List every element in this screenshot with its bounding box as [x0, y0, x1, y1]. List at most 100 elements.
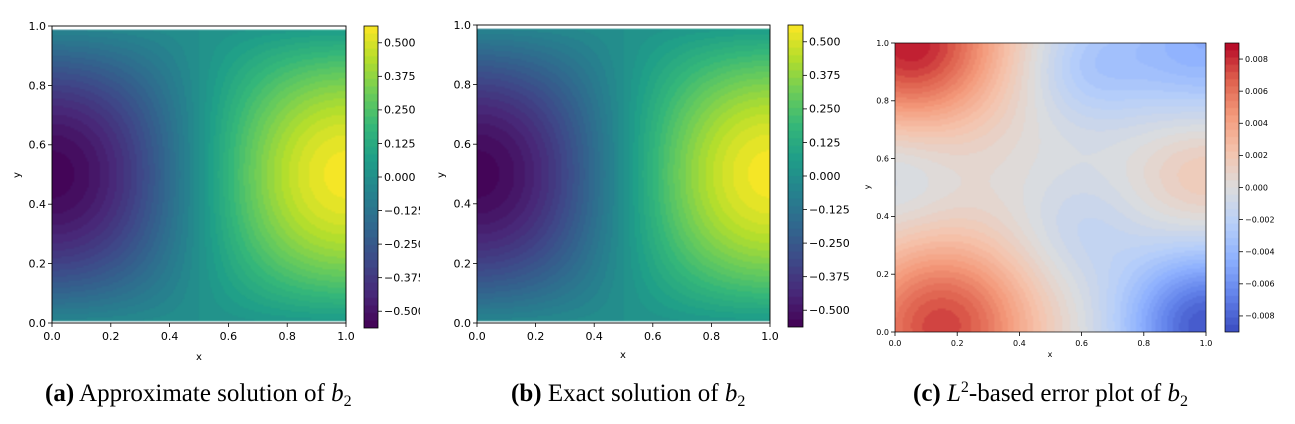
colorbar-tick-label: 0.004 — [1245, 119, 1268, 128]
colorbar-tick-label: 0.006 — [1245, 87, 1268, 96]
x-tick-label: 0.4 — [161, 330, 179, 343]
caption-c-var: b — [1167, 380, 1180, 407]
chart-b-xlabel: x — [620, 350, 626, 361]
chart-a-frame — [51, 25, 347, 324]
x-tick-label: 1.0 — [337, 330, 355, 343]
chart-b-plot-area — [476, 24, 771, 324]
colorbar-tick-label: −0.375 — [384, 272, 420, 285]
y-tick-label: 0.6 — [454, 138, 472, 151]
y-tick-label: 1.0 — [29, 20, 47, 33]
chart-c-frame — [894, 42, 1207, 333]
caption-c-sub: 2 — [1179, 393, 1188, 410]
caption-c-text: -based error plot of — [968, 380, 1168, 407]
chart-c-colorbar — [1225, 43, 1239, 332]
x-tick-label: 0.4 — [1013, 339, 1026, 348]
x-tick-label: 1.0 — [761, 330, 779, 343]
caption-c-letter: (c) — [913, 380, 941, 407]
x-tick-label: 0.6 — [644, 330, 662, 343]
caption-c-pre: L — [947, 380, 961, 407]
chart-a-xticks: 0.0 0.2 0.4 0.6 0.8 1.0 — [43, 323, 355, 343]
y-tick-label: 0.2 — [29, 257, 47, 270]
colorbar-tick-label: −0.125 — [809, 203, 850, 216]
colorbar-tick-label: −0.500 — [384, 305, 420, 318]
caption-c: (c) L2-based error plot of b2 — [913, 380, 1188, 410]
chart-c: 0.0 0.2 0.4 0.6 0.8 1.0 0.00.20.40.60.81.0 x … — [863, 39, 1275, 359]
y-tick-label: 0.0 — [876, 328, 889, 337]
chart-a: 0.0 0.2 0.4 0.6 0.8 1.0 0.00.20.40.60.81.0 x … — [12, 20, 420, 363]
chart-b-colorbar-ticks: 0.500 0.375 0.250 0.125 0.000 −0.125 −0.250 −0.… — [803, 36, 850, 317]
colorbar-tick-label: −0.375 — [809, 271, 850, 284]
colorbar-tick-label: 0.000 — [1245, 183, 1268, 192]
colorbar-tick-label: 0.000 — [809, 170, 841, 183]
x-tick-label: 1.0 — [1200, 339, 1213, 348]
colorbar-tick-label: 0.008 — [1245, 55, 1268, 64]
x-tick-label: 0.0 — [468, 330, 486, 343]
x-tick-label: 0.4 — [585, 330, 603, 343]
colorbar-tick-label: −0.006 — [1245, 280, 1275, 289]
chart-a-colorbar — [364, 26, 378, 328]
x-tick-label: 0.2 — [102, 330, 120, 343]
x-tick-label: 0.8 — [1137, 339, 1150, 348]
caption-b-text: Exact solution of — [541, 380, 725, 407]
y-tick-label: 0.2 — [876, 270, 889, 279]
y-tick-label: 0.6 — [29, 139, 47, 152]
y-tick-label: 0.8 — [876, 97, 889, 106]
colorbar-tick-label: 0.500 — [809, 36, 841, 49]
x-tick-label: 0.2 — [951, 339, 964, 348]
chart-c-xticks: 0.0 0.2 0.4 0.6 0.8 1.0 — [889, 332, 1213, 348]
caption-a: (a) Approximate solution of b2 — [45, 380, 352, 410]
caption-a-sub: 2 — [343, 393, 352, 410]
chart-a-xlabel: x — [196, 352, 202, 363]
caption-a-var: b — [331, 380, 344, 407]
chart-c-heatmap — [895, 43, 1206, 332]
caption-b-letter: (b) — [511, 380, 542, 407]
colorbar-tick-label: 0.375 — [809, 69, 841, 82]
chart-b-xticks: 0.0 0.2 0.4 0.6 0.8 1.0 — [468, 323, 779, 343]
chart-b-ylabel: y — [436, 172, 447, 178]
chart-b-frame — [476, 24, 771, 324]
x-tick-label: 0.0 — [43, 330, 61, 343]
colorbar-tick-label: −0.500 — [809, 304, 850, 317]
y-tick-label: 0.8 — [29, 79, 47, 92]
chart-a-ylabel: y — [12, 172, 23, 178]
caption-a-letter: (a) — [45, 380, 75, 407]
chart-a-plot-area — [51, 25, 347, 324]
colorbar-tick-label: 0.125 — [809, 136, 841, 149]
chart-c-yticks: 0.0 0.2 0.4 0.6 0.8 1.0 — [876, 39, 895, 337]
chart-c-colorbar-ticks: 0.008 0.006 0.004 0.002 0.000 −0.002 −0.004 −0.… — [1239, 55, 1275, 321]
colorbar-tick-label: −0.125 — [384, 204, 420, 217]
chart-a-yticks: 0.0 0.2 0.4 0.6 0.8 1.0 — [29, 20, 52, 330]
y-tick-label: 0.4 — [876, 212, 889, 221]
chart-c-ylabel: y — [863, 184, 872, 189]
x-tick-label: 0.6 — [220, 330, 238, 343]
caption-b-var: b — [724, 380, 738, 407]
caption-b: (b) Exact solution of b2 — [511, 380, 746, 410]
chart-c-plot-area — [894, 42, 1207, 333]
colorbar-tick-label: 0.125 — [384, 137, 416, 150]
x-tick-label: 0.8 — [703, 330, 721, 343]
x-tick-label: 0.0 — [889, 339, 902, 348]
y-tick-label: 1.0 — [876, 39, 889, 48]
chart-c-xlabel: x — [1048, 350, 1053, 359]
colorbar-tick-label: −0.008 — [1245, 312, 1275, 321]
y-tick-label: 0.0 — [29, 317, 47, 330]
caption-a-text: Approximate solution of — [74, 380, 332, 407]
chart-b-colorbar — [788, 25, 803, 327]
colorbar-tick-label: 0.250 — [384, 104, 416, 117]
colorbar-tick-label: −0.250 — [384, 238, 420, 251]
colorbar-tick-label: 0.500 — [384, 37, 416, 50]
chart-b-heatmap — [477, 25, 770, 323]
y-tick-label: 0.4 — [454, 198, 472, 211]
y-tick-label: 0.0 — [454, 317, 472, 330]
colorbar-tick-label: −0.004 — [1245, 248, 1275, 257]
y-tick-label: 0.8 — [454, 78, 472, 91]
chart-a-colorbar-ticks: 0.500 0.375 0.250 0.125 0.000 −0.125 −0.250 −0.… — [378, 37, 420, 318]
caption-b-sub: 2 — [737, 393, 746, 410]
y-tick-label: 0.6 — [876, 154, 889, 163]
x-tick-label: 0.8 — [278, 330, 296, 343]
y-tick-label: 1.0 — [454, 19, 472, 32]
x-tick-label: 0.6 — [1075, 339, 1088, 348]
chart-b: 0.0 0.2 0.4 0.6 0.8 1.0 0.00.20.40.60.81.0 x … — [436, 19, 850, 361]
chart-a-heatmap — [52, 26, 346, 323]
x-tick-label: 0.2 — [527, 330, 545, 343]
